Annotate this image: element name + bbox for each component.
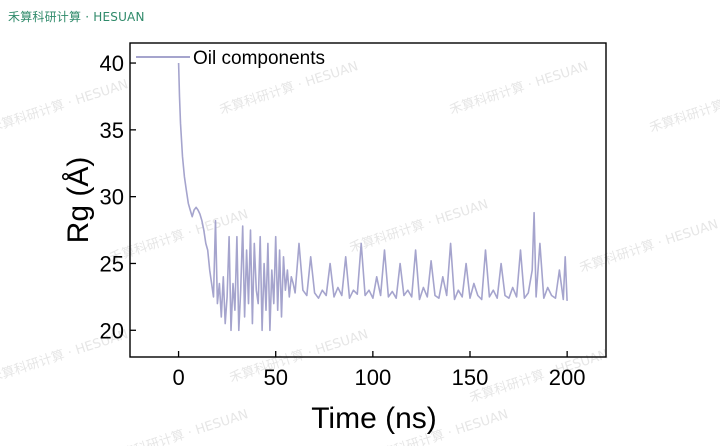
watermark-text: 禾算科研计算 · HESUAN: [578, 217, 720, 276]
y-axis-ticks: 20 25 30 35 40: [100, 51, 136, 343]
y-axis-label: Rg (Å): [62, 157, 95, 244]
x-tick-label: 200: [549, 365, 586, 390]
watermark-text: 禾算科研计算 · HESUAN: [348, 197, 490, 256]
y-tick-label: 20: [100, 318, 124, 343]
watermark-text: 禾算科研计算 · HESUAN: [108, 407, 250, 446]
x-tick-label: 0: [172, 365, 184, 390]
y-tick-label: 40: [100, 51, 124, 76]
brand-label: 禾算科研计算 · HESUAN: [8, 10, 145, 24]
x-axis-label: Time (ns): [311, 402, 437, 435]
x-tick-label: 100: [354, 365, 391, 390]
x-axis-ticks: 0 50 100 150 200: [172, 351, 586, 390]
y-tick-label: 25: [100, 251, 124, 276]
legend-label-oil-components: Oil components: [193, 48, 325, 69]
series-layer: [177, 62, 568, 332]
watermark-text: 禾算科研计算 · HESUAN: [448, 59, 590, 118]
plot-frame: [129, 42, 607, 358]
x-tick-label: 150: [452, 365, 489, 390]
legend: Oil components: [136, 48, 325, 69]
x-tick-label: 50: [263, 365, 287, 390]
watermark-text: 禾算科研计算 · HESUAN: [468, 347, 610, 406]
y-tick-label: 30: [100, 185, 124, 210]
y-tick-label: 35: [100, 118, 124, 143]
watermark-text: 禾算科研计算 · HESUAN: [648, 77, 720, 136]
series-line-0: [177, 62, 568, 332]
